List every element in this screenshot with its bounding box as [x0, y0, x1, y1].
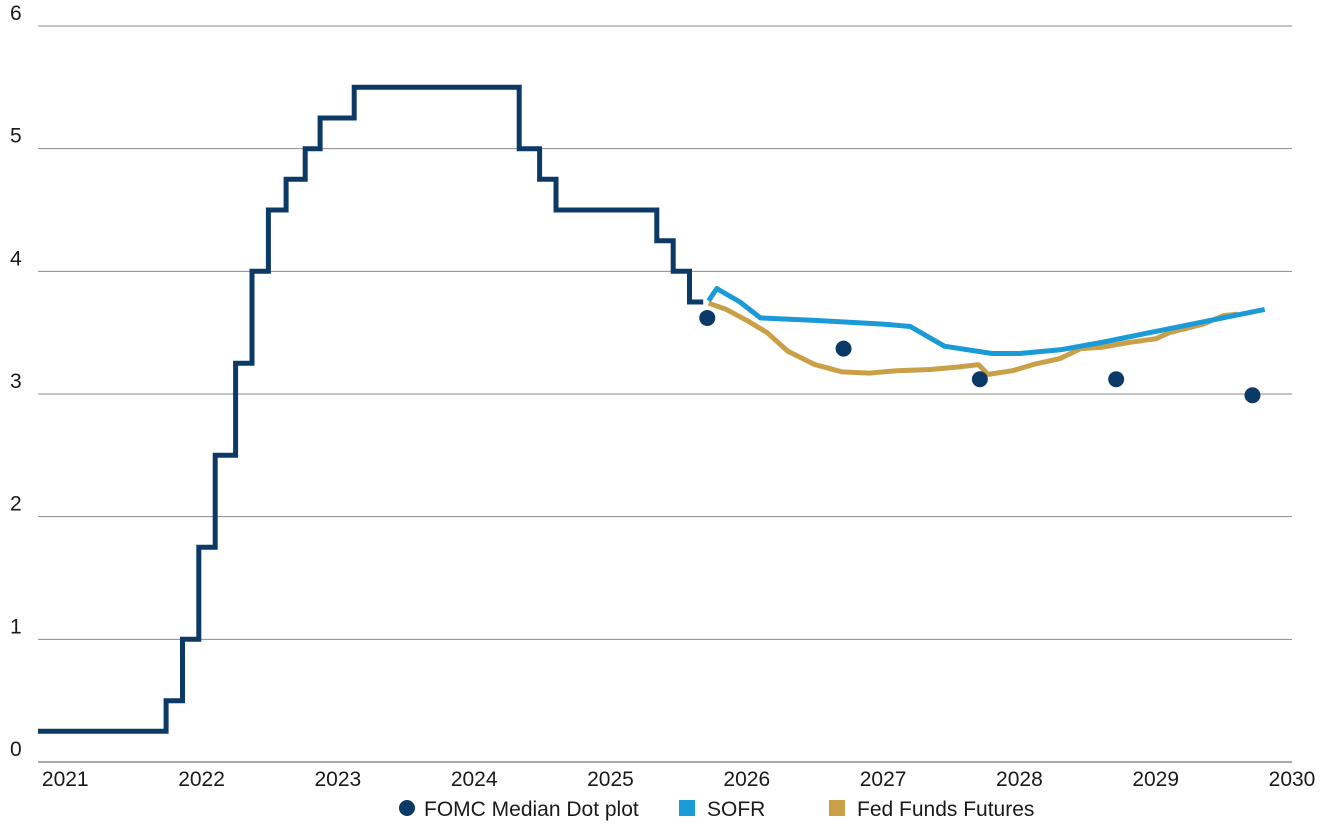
y-tick-label: 3	[10, 370, 22, 393]
series-lines	[38, 84, 1266, 734]
legend-label-fed-funds: Fed Funds Futures	[857, 798, 1034, 821]
legend: FOMC Median Dot plot SOFR Fed Funds Futu…	[399, 798, 1034, 821]
fomc-dot-2	[971, 371, 988, 388]
x-tick-label: 2022	[178, 768, 225, 791]
x-tick-label: 2028	[996, 768, 1043, 791]
x-tick-label: 2027	[860, 768, 907, 791]
fomc-dot-3	[1108, 371, 1125, 388]
fed-funds-rate-line	[38, 84, 704, 734]
legend-swatch-sofr	[679, 800, 695, 816]
fomc-dot-0	[699, 309, 716, 326]
y-tick-label: 1	[10, 615, 22, 638]
dot-plot-markers	[699, 309, 1261, 404]
x-axis: 2021 2022 2023 2024 2025 2026 2027 2028 2029 2030	[42, 768, 1315, 791]
y-tick-label: 4	[10, 247, 22, 270]
legend-swatch-fed-funds	[829, 800, 845, 816]
y-axis: 0 1 2 3 4 5 6	[10, 2, 22, 761]
fomc-dot-4	[1244, 387, 1261, 404]
fed-funds-futures-line	[707, 300, 1238, 377]
x-tick-label: 2023	[315, 768, 362, 791]
x-tick-label: 2030	[1269, 768, 1316, 791]
x-tick-label: 2021	[42, 768, 89, 791]
x-tick-label: 2029	[1132, 768, 1179, 791]
legend-dot-fomc	[399, 800, 415, 816]
legend-label-fomc: FOMC Median Dot plot	[424, 798, 639, 821]
legend-label-sofr: SOFR	[707, 798, 765, 821]
x-tick-label: 2025	[587, 768, 634, 791]
y-tick-label: 2	[10, 493, 22, 516]
sofr-line	[706, 286, 1266, 356]
x-tick-label: 2026	[723, 768, 770, 791]
y-tick-label: 5	[10, 125, 22, 148]
y-tick-label: 6	[10, 2, 22, 25]
y-tick-label: 0	[10, 738, 22, 761]
grid-lines	[38, 25, 1292, 763]
x-tick-label: 2024	[451, 768, 498, 791]
fomc-dot-1	[835, 340, 852, 357]
